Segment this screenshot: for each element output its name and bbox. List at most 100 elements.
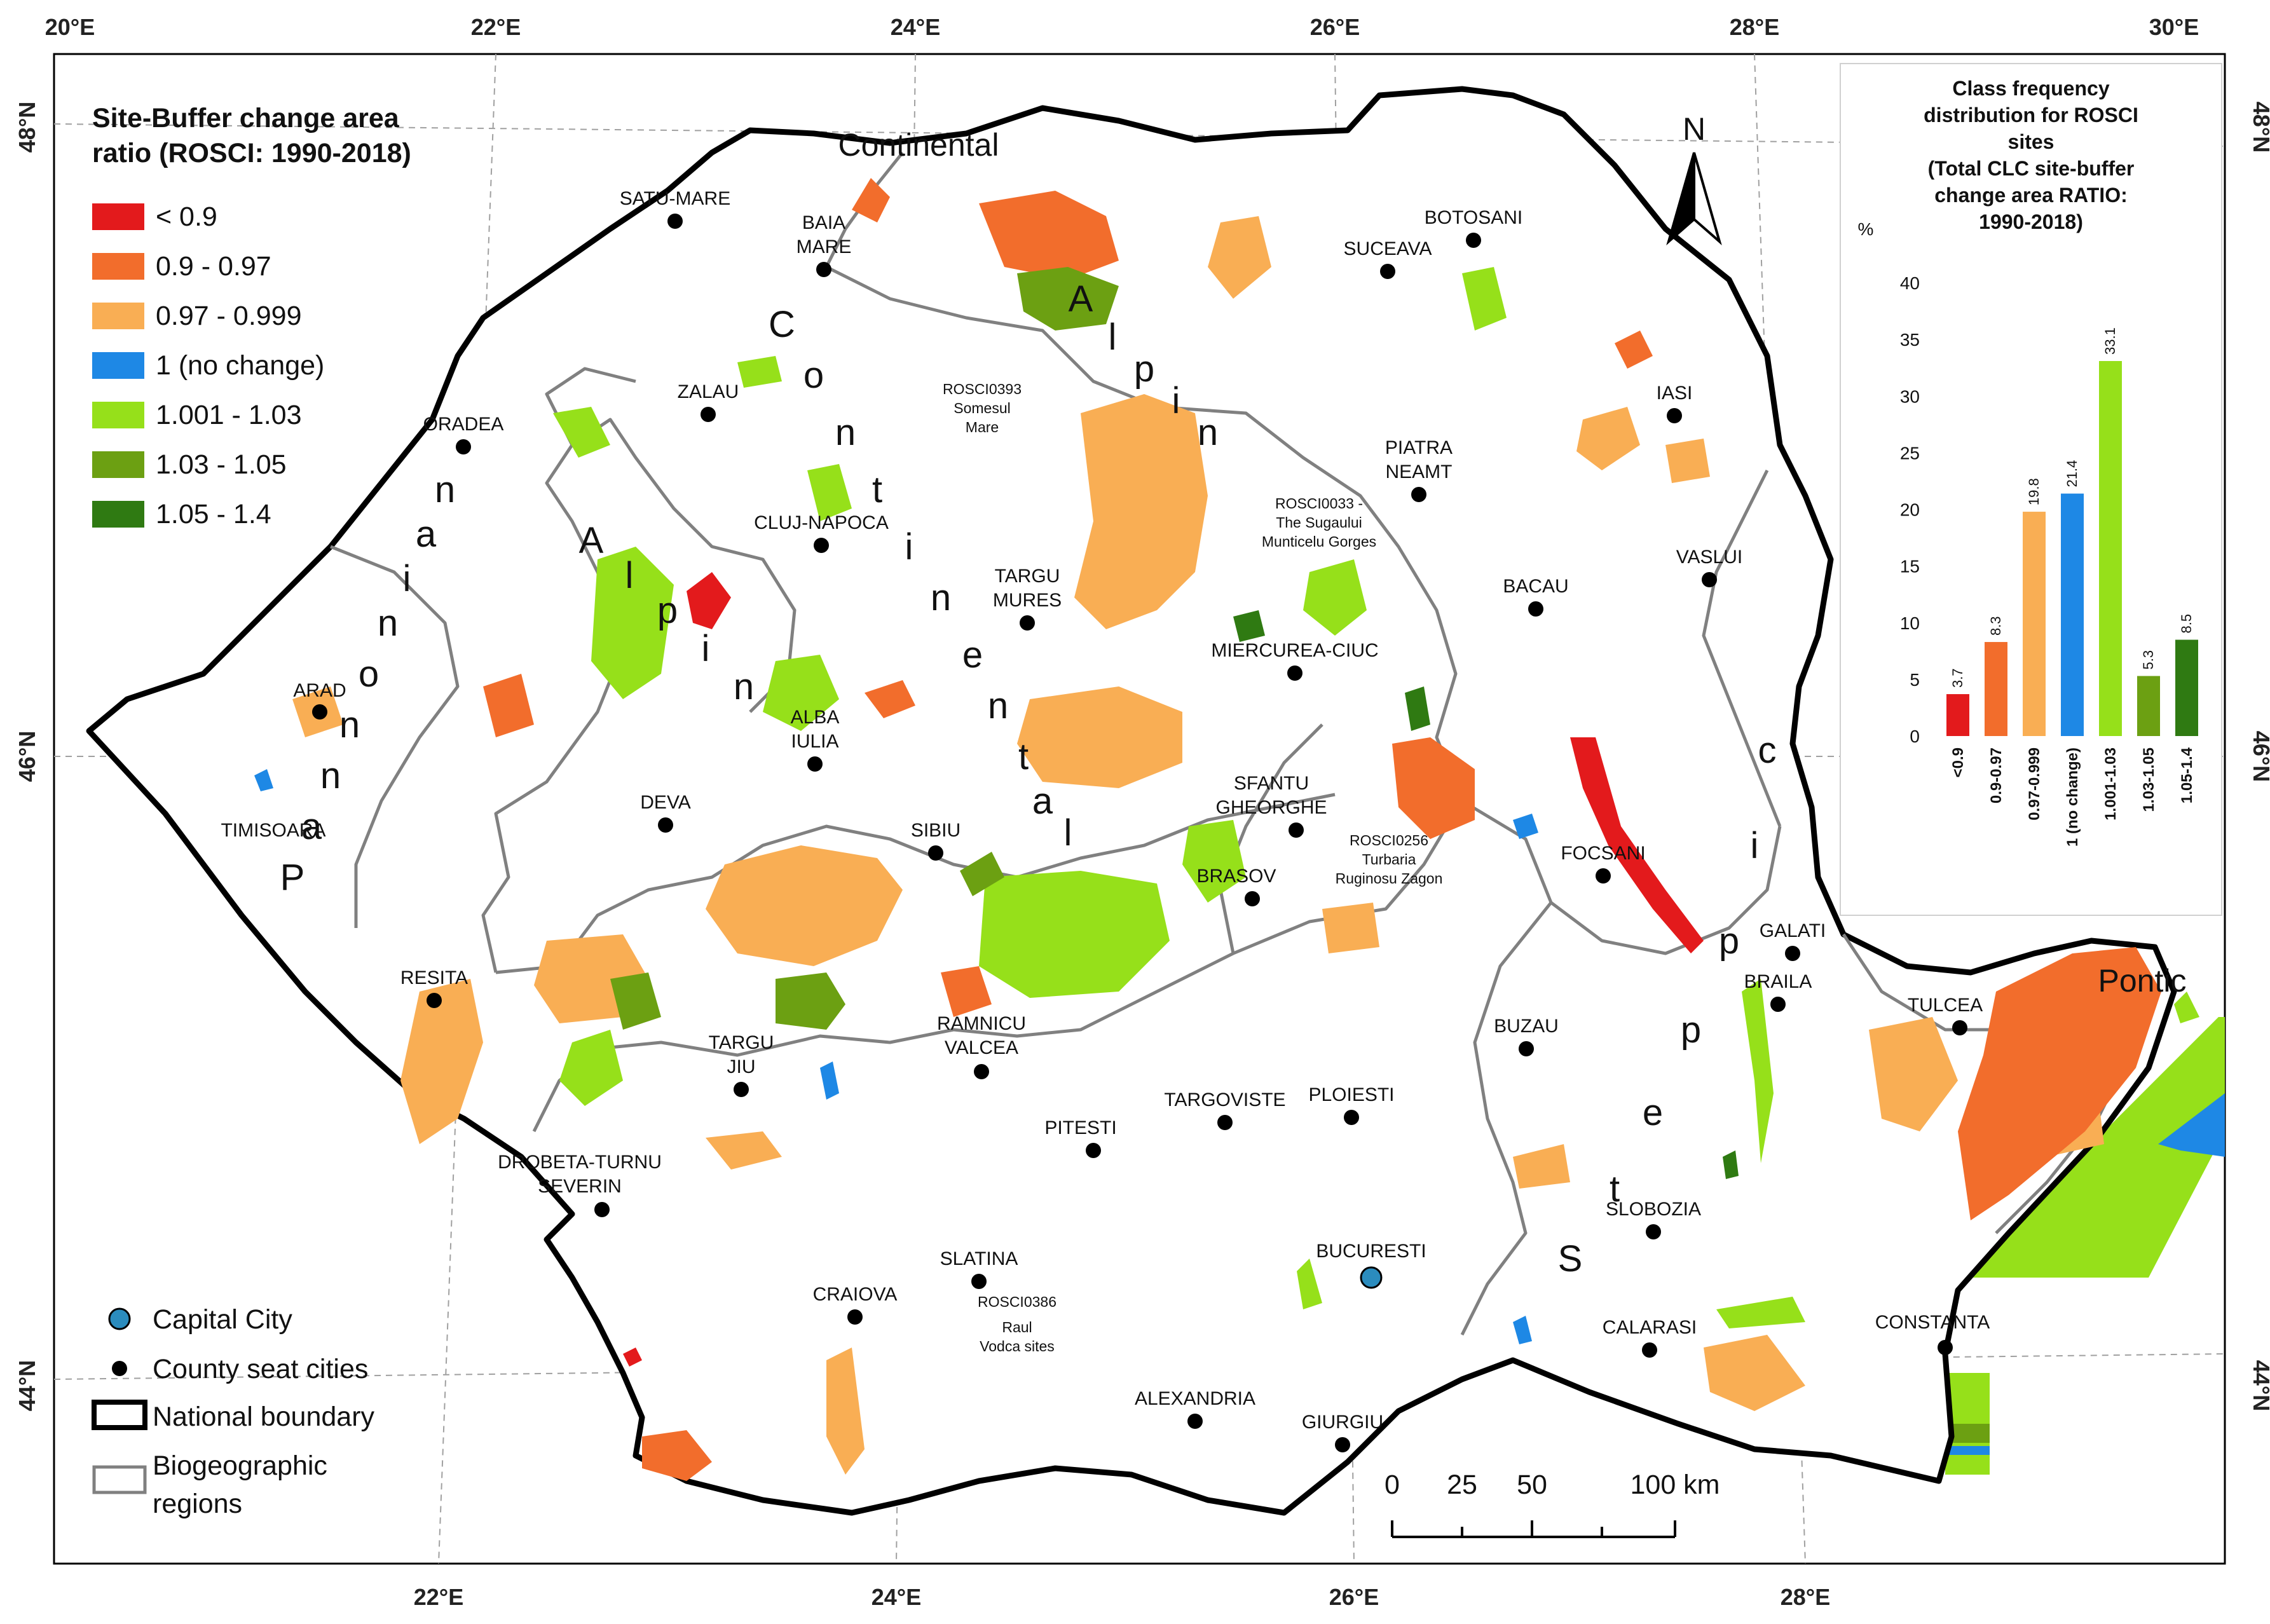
chart-bar [2175,639,2198,736]
city-label: BRAILA [1744,971,1812,992]
chart-y-axis: 0 5 10 15 20 25 30 35 40 [1900,273,1920,746]
city-label: MURES [993,590,1062,611]
region-letter: P [280,857,305,898]
left-tick-label: 44°N [14,1360,40,1411]
region-letter: t [1610,1168,1620,1210]
city-label: DROBETA-TURNU [498,1152,662,1173]
site-label: Raul [1002,1319,1032,1335]
region-letter: S [1558,1238,1583,1279]
bottom-tick-label: 22°E [414,1584,463,1610]
region-letter: n [931,577,951,618]
region-letter: p [1719,920,1739,962]
chart-y-tick-label: 20 [1900,500,1920,520]
city-label: ORADEA [423,414,504,435]
chart-title-line: sites [2008,130,2055,153]
region-labels: Continental Pontic C o n t i n e n t a l… [280,127,2187,1279]
city-label: CONSTANTA [1875,1312,1990,1333]
top-tick-label: 30°E [2149,14,2199,40]
city-label: MIERCUREA-CIUC [1211,640,1378,661]
city-label: BOTOSANI [1425,207,1522,228]
legend-title: ratio (ROSCI: 1990-2018) [92,138,411,168]
boundary-legend-symbol [92,1400,147,1430]
region-letter: n [835,412,856,453]
city-label: SEVERIN [538,1176,622,1197]
legend-swatch [92,501,144,528]
chart-category-label: 1 (no change) [2064,747,2081,847]
site-label: Vodca sites [980,1338,1055,1354]
city-label: TARGOVISTE [1164,1089,1285,1110]
chart-y-tick-label: 30 [1900,386,1920,406]
chart-title-line: change area RATIO: [1934,184,2127,207]
legend-swatch [92,253,144,280]
region-letter: n [988,685,1008,727]
chart-category-label: <0.9 [1950,747,1967,777]
chart-title-line: (Total CLC site-buffer [1928,157,2135,180]
city-label: FOCSANI [1561,843,1645,864]
legend: Site-Buffer change area ratio (ROSCI: 19… [92,103,411,529]
city-label: VASLUI [1676,547,1743,568]
chart-title-line: 1990-2018) [1979,210,2083,233]
chart-y-tick-label: 40 [1900,273,1920,293]
region-letter: t [872,469,882,510]
region-letter: o [359,653,379,695]
chart-bar [1946,694,1969,736]
site-label: Turbaria [1362,851,1416,868]
legend-class-label: < 0.9 [156,201,217,232]
chart-bar [2061,493,2084,736]
chart-y-tick-label: 0 [1910,727,1920,746]
chart-bar [1985,642,2007,736]
city-label: NEAMT [1386,461,1453,482]
city-label: TIMISOARA [221,820,325,841]
chart-category-label: 1.001-1.03 [2102,747,2119,821]
region-letter: e [962,634,983,676]
region-letter: l [1109,317,1117,358]
class-frequency-chart: Class frequency distribution for ROSCI s… [1840,63,2222,916]
chart-category-label: 0.9-0.97 [1988,747,2005,803]
county-legend-label: County seat cities [153,1354,368,1384]
city-label: ZALAU [678,381,739,402]
chart-bar [2137,676,2160,736]
site-label: Munticelu Gorges [1262,533,1376,550]
bottom-tick-label: 28°E [1781,1584,1830,1610]
region-letter: c [1758,730,1777,771]
legend-class-label: 1.05 - 1.4 [156,499,271,529]
chart-y-tick-label: 15 [1900,557,1920,577]
region-letter: n [1198,412,1218,453]
region-letter: a [416,514,437,555]
right-tick-label: 46°N [2248,731,2270,782]
chart-bar [2099,360,2122,736]
region-letter: a [301,806,322,847]
chart-data-label: 33.1 [2102,327,2118,355]
chart-data-label: 8.3 [1988,616,2004,636]
region-letter: i [403,558,411,599]
site-label: ROSCI0393 [943,381,1022,397]
city-label: SFANTU [1234,773,1309,794]
city-label: TARGU [709,1032,774,1053]
chart-title-line: distribution for ROSCI [1924,104,2138,126]
city-label: CLUJ-NAPOCA [754,512,889,533]
site-labels: ROSCI0393 Somesul Mare ROSCI0033 - The S… [943,381,1442,1354]
legend-title: Site-Buffer change area [92,103,400,133]
region-letter: e [1643,1092,1663,1133]
symbol-legend: Capital City County seat cities National… [92,1304,375,1519]
city-label: TARGU [995,566,1060,587]
city-label: SLOBOZIA [1606,1199,1701,1220]
chart-bar [2023,512,2046,736]
city-label: ALEXANDRIA [1135,1388,1255,1409]
region-letter: A [1069,278,1093,320]
scale-label: 100 km [1630,1470,1720,1500]
region-letter: n [734,666,754,707]
chart-y-tick-label: 35 [1900,330,1920,350]
legend-class-label: 0.97 - 0.999 [156,301,302,331]
legend-swatch [92,451,144,478]
left-tick-label: 46°N [14,731,40,782]
legend-class-label: 1.03 - 1.05 [156,449,287,480]
county-seats [312,214,1967,1452]
city-label: SLATINA [940,1248,1018,1269]
city-label: BUZAU [1494,1016,1559,1037]
chart-data-label: 3.7 [1950,668,1966,688]
city-label: GALATI [1760,920,1826,941]
city-label: ARAD [293,680,346,701]
left-tick-label: 48°N [14,102,40,153]
